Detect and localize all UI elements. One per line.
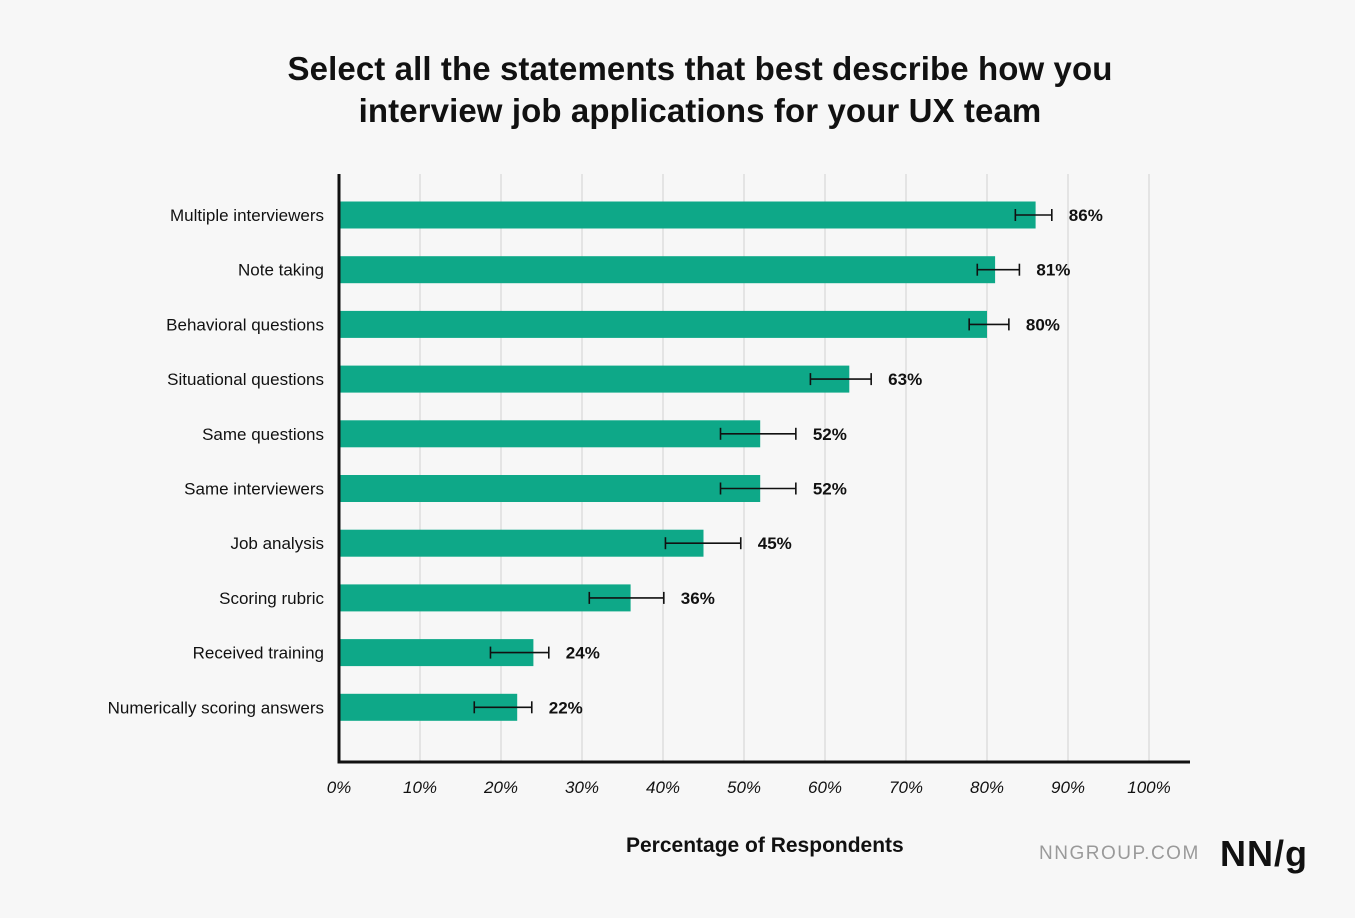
- value-label-6: 45%: [758, 534, 792, 553]
- error-bar-1: [976, 263, 1021, 276]
- chart-title-line-1: Select all the statements that best desc…: [287, 50, 1113, 87]
- x-tick-label-10: 10%: [403, 778, 437, 797]
- bar-4: [339, 420, 761, 448]
- brand-site-link[interactable]: NNGROUP.COM: [1039, 843, 1200, 864]
- x-tick-label-50: 50%: [727, 778, 761, 797]
- error-bars: [473, 209, 1053, 714]
- labels: 0% 10% 20% 30% 40% 50% 60% 70% 80% 90% 100% Multipl…: [108, 206, 1171, 797]
- x-tick-label-70: 70%: [889, 778, 923, 797]
- bar-0: [339, 201, 1036, 229]
- value-label-0: 86%: [1069, 206, 1103, 225]
- value-label-8: 24%: [566, 644, 600, 663]
- value-label-3: 63%: [888, 370, 922, 389]
- x-tick-label-20: 20%: [483, 778, 518, 797]
- category-label-3: Situational questions: [167, 370, 324, 389]
- bar-5: [339, 475, 761, 502]
- error-bar-8: [489, 646, 550, 659]
- bar-3: [339, 365, 850, 393]
- category-label-9: Numerically scoring answers: [108, 698, 324, 717]
- error-bar-4: [719, 427, 797, 440]
- bar-2: [339, 310, 987, 338]
- value-label-5: 52%: [813, 480, 847, 499]
- value-label-2: 80%: [1026, 315, 1060, 334]
- x-tick-label-30: 30%: [565, 778, 599, 797]
- x-tick-label-0: 0%: [327, 778, 352, 797]
- x-axis-label: Percentage of Respondents: [626, 834, 904, 857]
- bar-6: [339, 529, 704, 557]
- error-bar-3: [809, 373, 872, 386]
- error-bar-2: [968, 318, 1010, 331]
- value-label-7: 36%: [681, 589, 715, 608]
- category-label-0: Multiple interviewers: [170, 206, 324, 225]
- bars: [339, 201, 1036, 721]
- category-label-5: Same interviewers: [184, 480, 324, 499]
- axes: [337, 174, 1190, 764]
- chart-title: Select all the statements that best desc…: [0, 48, 1355, 132]
- category-label-4: Same questions: [202, 425, 324, 444]
- value-label-1: 81%: [1036, 261, 1070, 280]
- category-label-8: Received training: [193, 644, 324, 663]
- x-tick-label-60: 60%: [808, 778, 842, 797]
- value-label-4: 52%: [813, 425, 847, 444]
- bar-7: [339, 584, 631, 612]
- value-label-9: 22%: [549, 698, 583, 717]
- category-label-2: Behavioral questions: [166, 315, 324, 334]
- error-bar-7: [588, 591, 665, 604]
- error-bar-9: [473, 701, 533, 714]
- x-tick-label-90: 90%: [1051, 778, 1085, 797]
- x-tick-label-80: 80%: [970, 778, 1004, 797]
- error-bar-6: [664, 537, 742, 550]
- nng-logo: NN/g: [1220, 833, 1308, 874]
- category-label-1: Note taking: [238, 261, 324, 280]
- x-tick-label-100: 100%: [1127, 778, 1170, 797]
- chart-title-line-2: interview job applications for your UX t…: [358, 92, 1042, 129]
- error-bar-5: [719, 482, 797, 495]
- error-bar-0: [1014, 209, 1053, 221]
- bar-1: [339, 256, 996, 284]
- x-tick-label-40: 40%: [646, 778, 680, 797]
- category-label-6: Job analysis: [230, 534, 324, 553]
- category-label-7: Scoring rubric: [219, 589, 324, 608]
